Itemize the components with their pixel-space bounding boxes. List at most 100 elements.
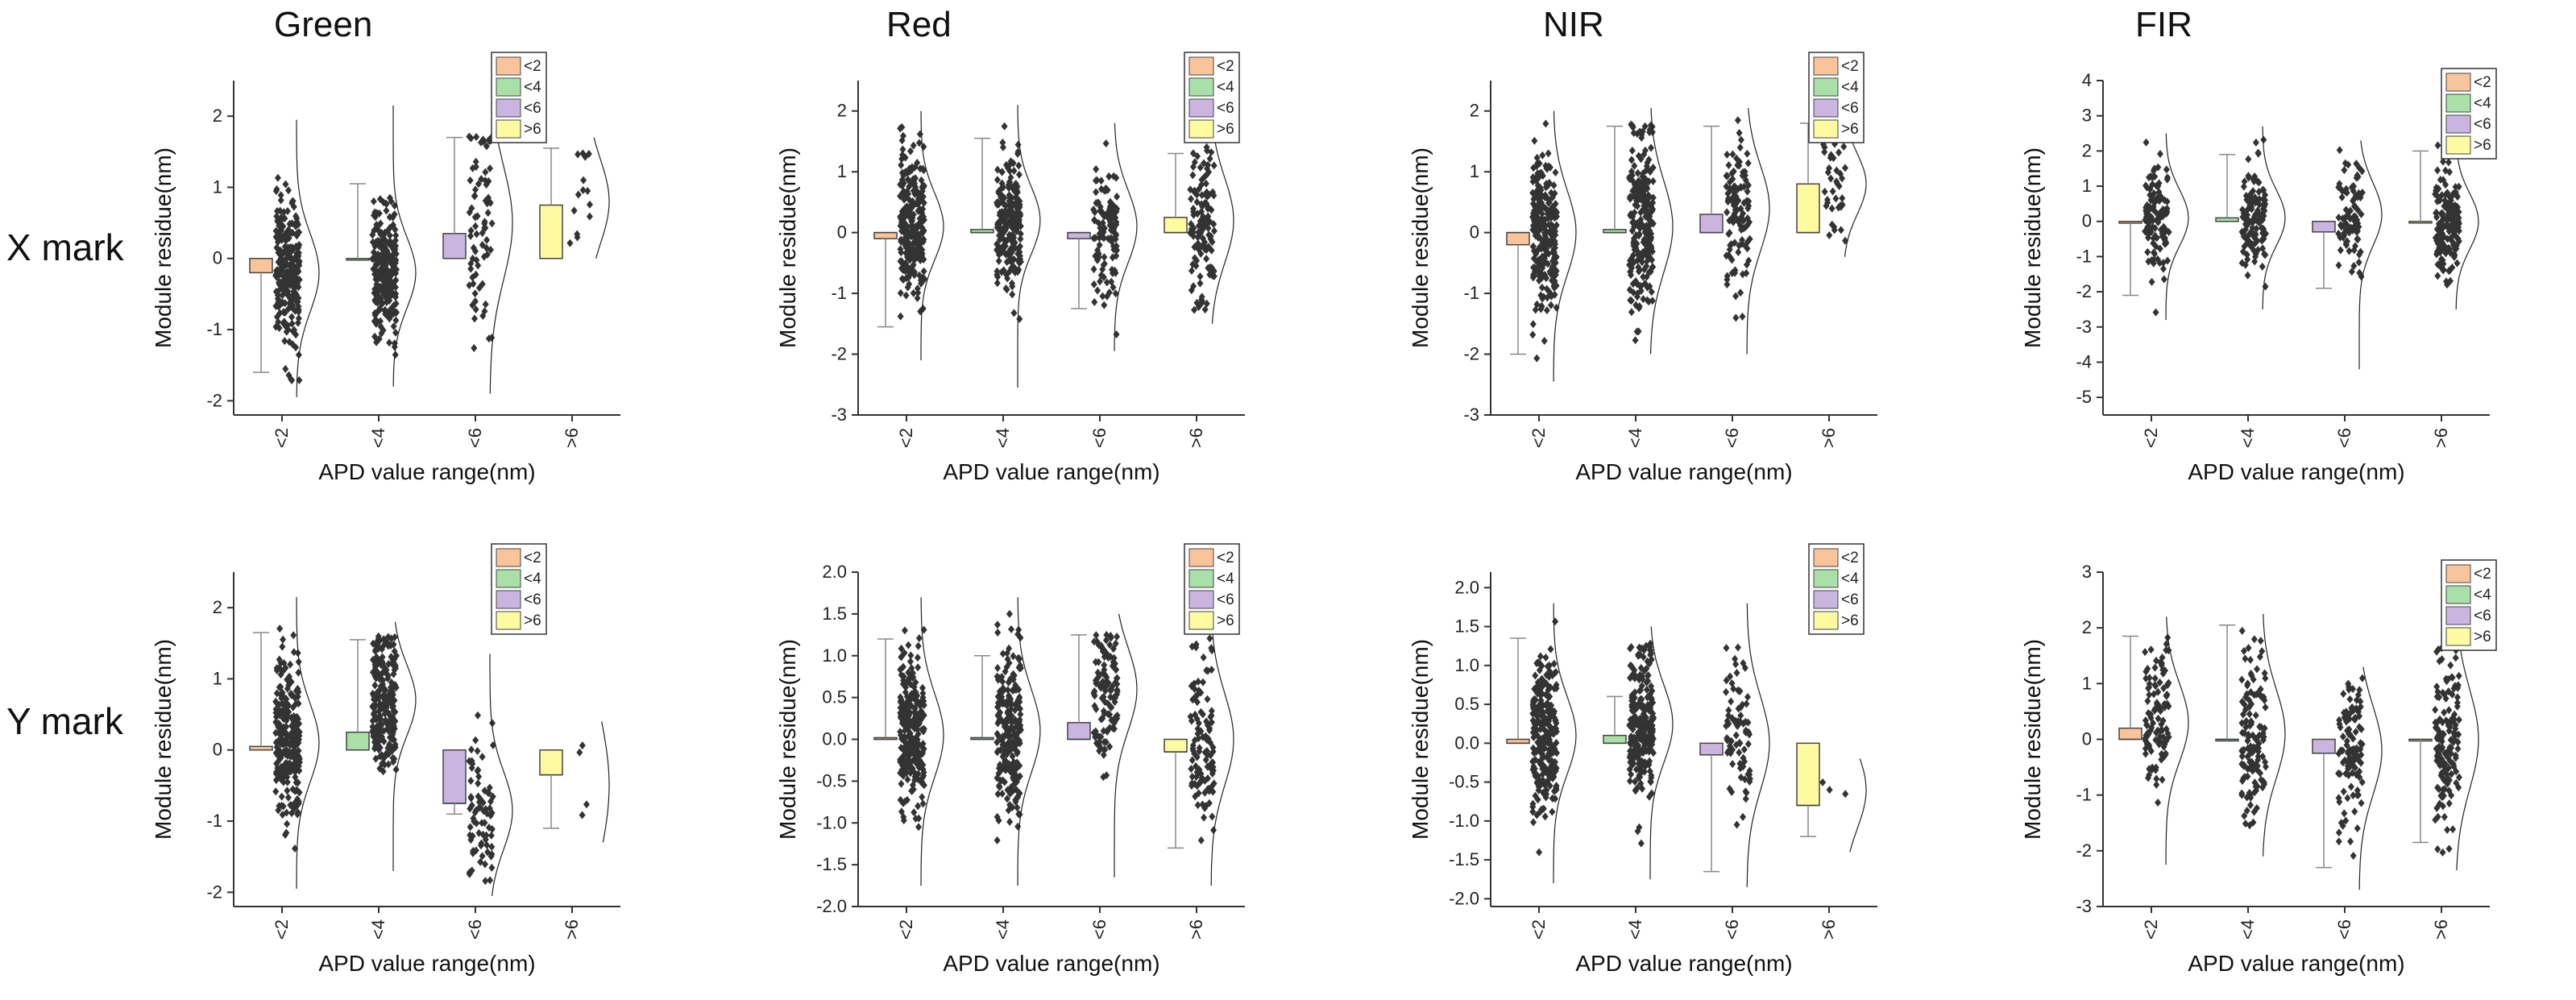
data-point bbox=[586, 212, 593, 221]
data-point bbox=[1016, 242, 1023, 251]
data-point bbox=[901, 204, 908, 213]
y-tick-label: -2 bbox=[206, 390, 222, 410]
data-point bbox=[2142, 716, 2149, 725]
data-point bbox=[897, 755, 904, 764]
legend-label-3: >6 bbox=[1841, 121, 1859, 138]
data-point bbox=[278, 213, 285, 222]
data-point bbox=[1534, 192, 1541, 201]
data-point bbox=[1632, 672, 1639, 681]
data-point bbox=[1101, 709, 1108, 718]
data-point bbox=[383, 200, 390, 209]
data-point bbox=[1536, 172, 1543, 181]
data-point bbox=[1831, 226, 1838, 234]
data-point bbox=[1102, 636, 1110, 645]
data-point bbox=[392, 269, 400, 278]
data-point bbox=[1630, 258, 1637, 267]
data-point bbox=[897, 312, 904, 321]
data-point bbox=[2242, 723, 2250, 732]
data-point bbox=[386, 695, 393, 704]
data-point bbox=[2163, 691, 2170, 700]
category-group-0: <2 bbox=[1506, 603, 1577, 940]
data-point bbox=[385, 660, 392, 669]
data-point bbox=[293, 755, 301, 764]
data-point bbox=[1204, 164, 1211, 173]
data-point bbox=[2260, 135, 2267, 144]
data-point bbox=[1530, 818, 1537, 827]
data-point bbox=[1552, 168, 1559, 177]
data-point bbox=[371, 672, 379, 681]
data-point bbox=[1016, 704, 1023, 713]
data-point bbox=[2353, 160, 2360, 168]
data-point bbox=[1636, 675, 1643, 684]
data-point bbox=[1195, 245, 1202, 254]
data-point bbox=[1090, 265, 1097, 274]
data-point bbox=[998, 207, 1006, 216]
data-point bbox=[2342, 187, 2349, 196]
data-point bbox=[2250, 175, 2257, 184]
data-point bbox=[1010, 185, 1018, 194]
data-point bbox=[488, 719, 496, 728]
data-point bbox=[994, 746, 1002, 755]
data-point bbox=[906, 745, 913, 753]
data-point bbox=[370, 731, 377, 740]
data-point bbox=[1208, 246, 1215, 255]
data-point bbox=[2241, 811, 2248, 820]
data-point bbox=[277, 196, 284, 205]
data-point bbox=[1725, 706, 1732, 715]
data-point bbox=[391, 754, 398, 763]
category-group-1: <4 bbox=[346, 105, 417, 448]
data-point bbox=[1550, 724, 1558, 733]
data-point bbox=[910, 288, 917, 297]
data-point bbox=[1113, 207, 1120, 216]
data-point bbox=[2244, 232, 2251, 241]
data-point bbox=[1014, 140, 1022, 149]
data-point bbox=[1008, 624, 1015, 633]
data-point bbox=[994, 703, 1002, 712]
data-point bbox=[2238, 746, 2246, 755]
data-point bbox=[1187, 712, 1194, 721]
category-group-2: <6 bbox=[1067, 122, 1138, 448]
data-point bbox=[1201, 803, 1209, 812]
data-point bbox=[1200, 240, 1207, 249]
data-point bbox=[2151, 663, 2159, 672]
data-point bbox=[2244, 239, 2251, 247]
data-point bbox=[488, 808, 496, 817]
data-point bbox=[1637, 695, 1645, 704]
data-point bbox=[278, 792, 285, 801]
data-point bbox=[1641, 150, 1648, 159]
data-point bbox=[1628, 671, 1636, 680]
data-point bbox=[1632, 734, 1640, 743]
data-point bbox=[1009, 282, 1016, 291]
data-point bbox=[914, 711, 921, 720]
data-point bbox=[1093, 631, 1100, 640]
data-point bbox=[278, 283, 285, 292]
data-point bbox=[1533, 300, 1541, 309]
data-point bbox=[1641, 767, 1648, 776]
data-point bbox=[1648, 205, 1655, 214]
data-point bbox=[1636, 770, 1644, 778]
data-point bbox=[2258, 775, 2265, 784]
data-point bbox=[2259, 736, 2267, 745]
data-point bbox=[381, 761, 388, 770]
data-point bbox=[1203, 717, 1210, 726]
data-point bbox=[1545, 700, 1552, 709]
data-point bbox=[482, 835, 489, 844]
data-point bbox=[281, 232, 288, 241]
data-point bbox=[2151, 674, 2159, 683]
x-tick-label: <4 bbox=[368, 919, 388, 940]
data-point bbox=[372, 737, 380, 746]
data-point bbox=[995, 782, 1002, 790]
data-point bbox=[2434, 141, 2441, 150]
data-point bbox=[1641, 721, 1649, 730]
data-point bbox=[1741, 168, 1748, 176]
data-point bbox=[2163, 175, 2171, 184]
data-point bbox=[474, 746, 481, 755]
data-point bbox=[1832, 194, 1840, 203]
data-point bbox=[1209, 770, 1216, 778]
data-point bbox=[1012, 717, 1019, 726]
data-point bbox=[1189, 695, 1197, 704]
y-tick-label: 1.0 bbox=[1454, 655, 1479, 675]
distribution-curve bbox=[296, 596, 320, 889]
